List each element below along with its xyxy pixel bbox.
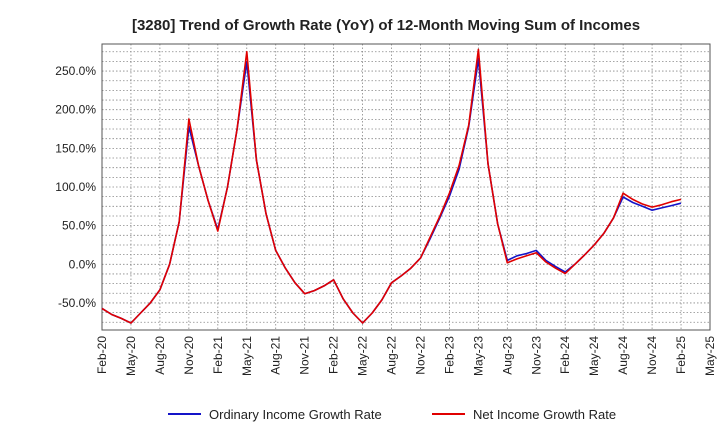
y-tick-label: 250.0% <box>55 64 96 78</box>
x-tick-label: Aug-24 <box>616 336 630 375</box>
x-tick-label: Aug-20 <box>153 336 167 375</box>
y-tick-label: -50.0% <box>58 296 96 310</box>
x-tick-label: Nov-20 <box>182 336 196 375</box>
x-tick-label: Feb-23 <box>442 336 456 374</box>
grid <box>101 44 711 330</box>
x-tick-label: Feb-20 <box>95 336 109 374</box>
series-layer <box>101 48 682 324</box>
y-tick-label: 150.0% <box>55 141 96 155</box>
x-tick-label: Nov-21 <box>298 336 312 375</box>
x-tick-label: Nov-24 <box>645 336 659 375</box>
x-tick-label: May-23 <box>471 336 485 376</box>
y-tick-label: 200.0% <box>55 103 96 117</box>
y-tick-label: 0.0% <box>69 257 97 271</box>
series-line-net-income <box>101 48 682 324</box>
x-tick-label: Feb-24 <box>558 336 572 374</box>
x-tick-label: May-25 <box>703 336 717 376</box>
x-axis: Feb-20 May-20 Aug-20 Nov-20 Feb-21 May-21 Aug-… <box>95 336 717 376</box>
x-tick-label: Nov-22 <box>413 336 427 375</box>
x-tick-label: Aug-22 <box>385 336 399 375</box>
x-tick-label: May-21 <box>240 336 254 376</box>
legend-label: Net Income Growth Rate <box>473 407 616 422</box>
x-tick-label: Nov-23 <box>529 336 543 375</box>
x-tick-label: May-22 <box>356 336 370 376</box>
x-tick-label: Feb-22 <box>327 336 341 374</box>
x-tick-label: Aug-23 <box>500 336 514 375</box>
legend: Ordinary Income Growth Rate Net Income Gr… <box>168 407 616 422</box>
x-tick-label: Feb-21 <box>211 336 225 374</box>
x-tick-label: Aug-21 <box>269 336 283 375</box>
y-axis: -50.0% 0.0% 50.0% 100.0% 150.0% 200.0% 250.0% <box>55 64 96 310</box>
y-tick-label: 100.0% <box>55 180 96 194</box>
x-tick-label: May-20 <box>124 336 138 376</box>
chart-title: [3280] Trend of Growth Rate (YoY) of 12-… <box>132 17 640 34</box>
legend-label: Ordinary Income Growth Rate <box>209 407 382 422</box>
plot-frame <box>101 43 711 331</box>
x-tick-label: Feb-25 <box>674 336 688 374</box>
y-tick-label: 50.0% <box>62 219 96 233</box>
x-tick-label: May-24 <box>587 336 601 376</box>
